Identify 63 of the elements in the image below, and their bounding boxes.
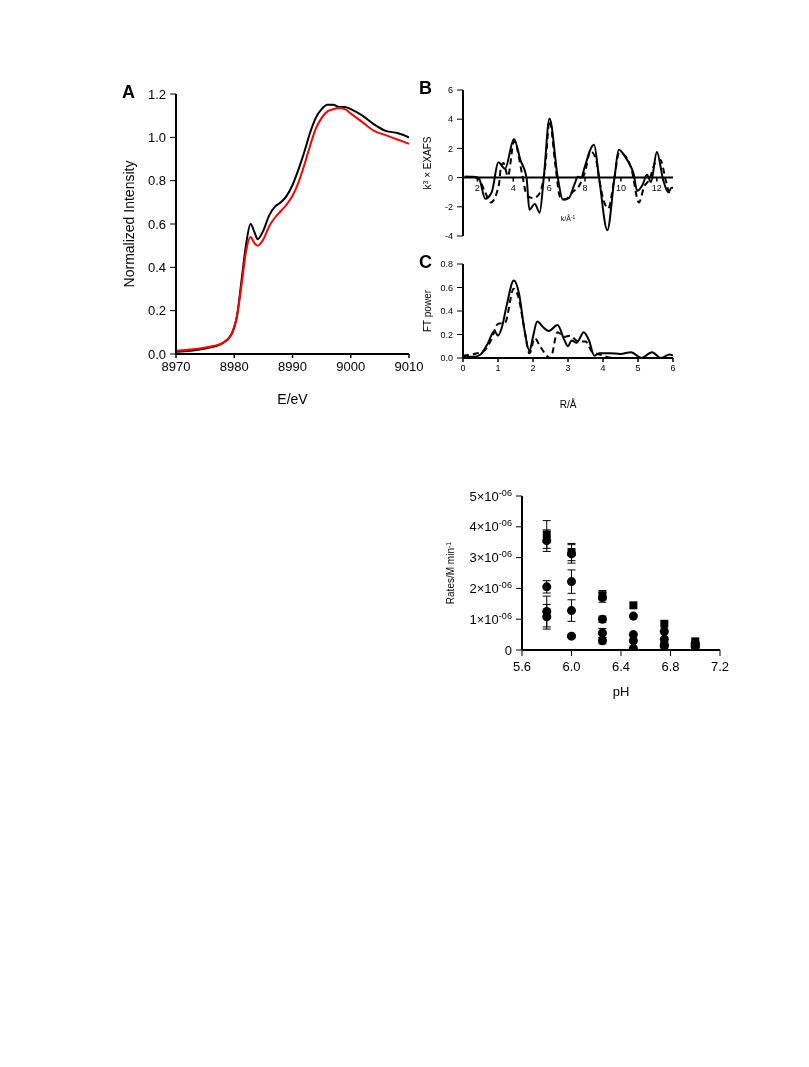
y-tick-label: 0.8 (440, 259, 453, 270)
y-tick-label: 1×10$^{-06}$ (469, 610, 512, 627)
y-tick-label: 0 (447, 172, 453, 183)
y-tick-label: 0.8 (147, 173, 166, 189)
y-tick-label: 0 (504, 642, 512, 658)
y-tick-label: 4 (447, 114, 453, 125)
y-tick-label: 4×10$^{-06}$ (469, 518, 512, 535)
x-tick-label: 7.2 (710, 659, 730, 674)
point (659, 627, 669, 637)
x-tick-label: 6 (670, 363, 676, 373)
y-tick-label: 0.0 (147, 346, 166, 362)
x-tick-label: 8980 (219, 359, 249, 374)
x-axis-title: pH (612, 684, 630, 699)
chart-title: B (419, 78, 432, 98)
y-tick-label: 2×10$^{-06}$ (469, 579, 512, 596)
point (542, 536, 552, 546)
x-tick-label: 10 (615, 182, 626, 193)
y-tick-label: 0.0 (440, 353, 453, 364)
y-tick-label: 0.6 (147, 216, 166, 232)
y-tick-label: 3×10$^{-06}$ (469, 549, 512, 566)
x-tick-label: 8 (582, 182, 588, 193)
x-tick-label: 4 (600, 363, 606, 373)
x-axis-title: R/Å (559, 398, 577, 410)
y-tick-label: 1.2 (147, 86, 166, 102)
x-tick-label: 6.8 (661, 659, 680, 674)
y-axis-title: FT power (422, 289, 433, 333)
x-tick-label: 9010 (394, 359, 424, 374)
x-tick-label: 5 (635, 363, 641, 373)
x-tick-label: 12 (651, 182, 662, 193)
x-tick-label: 5.6 (512, 659, 532, 674)
point (566, 606, 577, 616)
y-tick-label: 0.4 (147, 259, 166, 275)
y-tick-label: 5×10$^{-06}$ (469, 487, 512, 504)
point (566, 577, 577, 587)
point (628, 611, 638, 621)
point (628, 643, 638, 650)
x-tick-label: 8970 (161, 359, 191, 374)
y-tick-label: 1.0 (147, 129, 166, 145)
point (542, 612, 552, 622)
y-tick-label: 0.2 (440, 329, 453, 340)
x-tick-label: 6.4 (611, 659, 631, 674)
x-tick-label: 3 (565, 363, 571, 373)
y-tick-label: 0.4 (440, 306, 453, 317)
chart-title: A (122, 82, 135, 102)
y-tick-label: 2 (447, 143, 453, 154)
x-tick-label: 6 (546, 182, 552, 193)
x-tick-label: 8990 (278, 359, 307, 374)
y-tick-label: 6 (447, 85, 453, 96)
point (628, 636, 638, 646)
x-tick-label: 2 (530, 363, 536, 373)
point (629, 601, 638, 610)
x-tick-label: 6.0 (562, 659, 581, 674)
y-tick-label: 0.2 (147, 303, 166, 319)
x-tick-label: 9000 (336, 359, 366, 374)
x-tick-label: 1 (495, 363, 501, 373)
x-tick-label: 0 (460, 363, 466, 373)
chart-title: C (419, 252, 432, 272)
x-axis-title: E/eV (277, 391, 309, 407)
y-axis-title: Normalized Intensity (121, 160, 137, 288)
point (660, 619, 669, 628)
y-tick-label: 0.6 (440, 282, 453, 293)
y-tick-label: -2 (444, 201, 453, 212)
y-tick-label: -4 (444, 231, 453, 242)
